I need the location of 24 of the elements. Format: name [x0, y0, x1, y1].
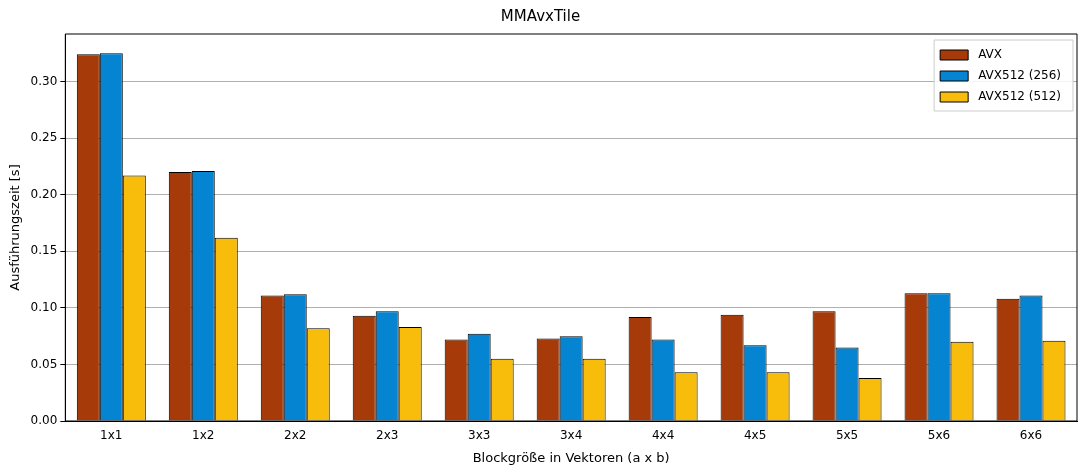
legend-label: AVX: [978, 47, 1003, 62]
y-tick-label: 0.30: [30, 73, 58, 88]
x-tick-label: 5x5: [835, 428, 859, 443]
y-tick-label: 0.05: [30, 356, 58, 371]
legend-label: AVX512 (256): [978, 68, 1061, 83]
y-tick-label: 0.10: [30, 299, 58, 314]
x-tick-label: 1x2: [192, 428, 215, 443]
x-tick-label: 3x3: [468, 428, 491, 443]
legend-label: AVX512 (512): [978, 89, 1061, 104]
x-tick-label: 5x6: [927, 428, 951, 443]
chart-title: MMAvxTile: [500, 6, 581, 25]
y-tick-label: 0.25: [30, 130, 58, 145]
x-tick-label: 2x3: [376, 428, 399, 443]
x-tick-label: 3x4: [559, 428, 583, 443]
x-tick-label: 2x2: [284, 428, 307, 443]
y-tick-label: 0.20: [30, 186, 58, 201]
x-tick-label: 1x1: [100, 428, 123, 443]
x-tick-label: 4x4: [651, 428, 675, 443]
y-axis-title: Ausführungszeit [s]: [7, 164, 23, 291]
x-tick-label: 6x6: [1019, 428, 1043, 443]
x-tick-label: 4x5: [743, 428, 767, 443]
x-axis-title: Blockgröße in Vektoren (a x b): [472, 449, 670, 465]
y-tick-label: 0.15: [30, 243, 58, 258]
y-tick-label: 0.00: [30, 413, 58, 428]
